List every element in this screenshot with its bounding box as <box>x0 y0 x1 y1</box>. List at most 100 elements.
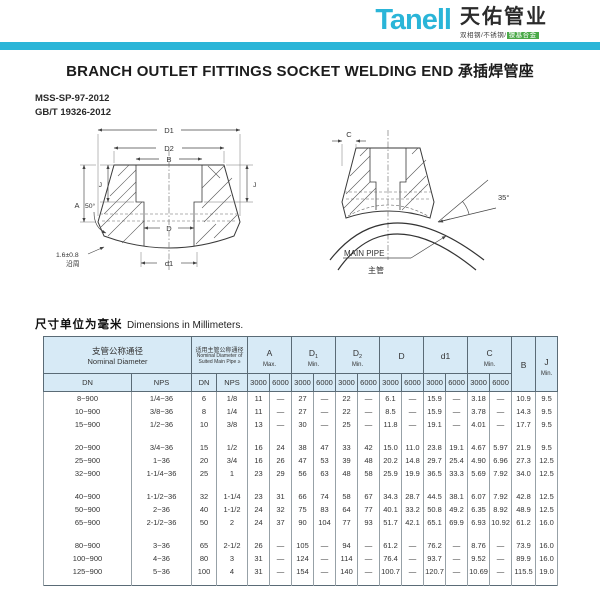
weld-gap-label: 1.6±0.8 <box>56 252 79 259</box>
cell: 73.9 <box>511 539 537 552</box>
cell: 58 <box>357 467 381 480</box>
cell: — <box>357 405 381 418</box>
cell: — <box>445 418 469 431</box>
table-row: 40~900 1-1/2~36 32 1-1/4 23 31 66 74 58 67 34.3 28.… <box>43 490 559 503</box>
cell: 25~900 <box>43 454 132 467</box>
cell: 104 <box>313 516 337 529</box>
cell: 40 <box>191 503 217 516</box>
cell: 6.1 <box>379 391 403 405</box>
installation-drawing: C 35° MAIN PIPE 主管 <box>329 130 509 275</box>
cell: — <box>401 405 425 418</box>
cell: 31 <box>268 490 293 503</box>
cell: 39 <box>335 454 359 467</box>
cell: 19.1 <box>423 418 447 431</box>
cell: 36.5 <box>423 467 447 480</box>
cell: 4.01 <box>467 418 491 431</box>
cell: 51.7 <box>379 516 403 529</box>
cell: 9.5 <box>535 441 559 454</box>
cell: 6.93 <box>467 516 491 529</box>
header-sub-row: DN NPS DN NPS 3000 6000 3000 6000 3000 6000 3000 60… <box>43 373 558 392</box>
cell: 120.7 <box>423 565 447 578</box>
cell: 11.8 <box>379 418 403 431</box>
cell: — <box>313 405 337 418</box>
cell: — <box>401 418 425 431</box>
dim-label-c: C <box>346 130 352 139</box>
column-header: A Max. <box>246 336 293 374</box>
weld-note-label: 沿周 <box>66 259 80 268</box>
cell: 28.7 <box>401 490 425 503</box>
cell: 67 <box>357 490 381 503</box>
cell: 1-1/2~36 <box>131 490 192 503</box>
column-subheader: DN <box>43 373 132 392</box>
column-subheader: 6000 <box>268 373 293 392</box>
cell: 5.69 <box>467 467 491 480</box>
dimensions-table: 支管公称通径 Nominal Diameter 适用主管公称通径 Nominal Di… <box>43 336 559 586</box>
cell: 8.92 <box>489 503 513 516</box>
cell: 80 <box>191 552 217 565</box>
unit-note-cn: 尺寸单位为毫米 <box>35 319 123 331</box>
cell: 32 <box>268 503 293 516</box>
cell: 47 <box>291 454 315 467</box>
cell: 3/4~36 <box>131 441 192 454</box>
table-row: 25~900 1~36 20 3/4 16 26 47 53 39 48 20.2 14.8 29.7 2… <box>43 454 559 467</box>
cell: 83 <box>313 503 337 516</box>
cell: 61.2 <box>511 516 537 529</box>
column-header: C Min. <box>467 336 513 374</box>
cell: — <box>445 405 469 418</box>
cell: 64 <box>335 503 359 516</box>
brand: Tanell 天佑管业 双相钢/不锈钢/镍基合金 <box>375 6 548 39</box>
cell: 2-1/2 <box>216 539 248 552</box>
cell: 75 <box>291 503 315 516</box>
cell: 20~900 <box>43 441 132 454</box>
column-subheader: NPS <box>131 373 192 392</box>
cell: 33.3 <box>445 467 469 480</box>
cell: 50 <box>191 516 217 529</box>
cell: 4~36 <box>131 552 192 565</box>
cell: — <box>268 391 293 405</box>
dim-label-b: B <box>166 155 171 164</box>
page-title: BRANCH OUTLET FITTINGS SOCKET WELDING EN… <box>66 63 534 80</box>
cell: — <box>268 552 293 565</box>
cell: 65 <box>191 539 217 552</box>
standard-gb: GB/T 19326-2012 <box>35 107 112 119</box>
cell: — <box>313 391 337 405</box>
cell: 1/8 <box>216 391 248 405</box>
cell: 9.5 <box>535 391 559 405</box>
table-row: 125~900 5~36 100 4 31—154—140—100.7—120.7—10… <box>43 565 559 578</box>
cell: 21.9 <box>511 441 537 454</box>
cell: 15~900 <box>43 418 132 431</box>
cell: — <box>313 418 337 431</box>
cell: 25.4 <box>445 454 469 467</box>
column-subheader: 3000 <box>247 373 270 392</box>
cell: 23.8 <box>423 441 447 454</box>
cell: 25.9 <box>379 467 403 480</box>
column-header: D <box>379 336 425 374</box>
cell: 49.2 <box>445 503 469 516</box>
cell: — <box>445 391 469 405</box>
cell: 12.5 <box>535 454 559 467</box>
cell: 14.8 <box>401 454 425 467</box>
cell: 48 <box>357 454 381 467</box>
spacer-row <box>43 529 559 539</box>
cell: 23 <box>247 490 270 503</box>
header-group-row: 支管公称通径 Nominal Diameter 适用主管公称通径 Nominal Di… <box>43 336 559 392</box>
cell: 27.3 <box>511 454 537 467</box>
cell: 15.9 <box>423 391 447 405</box>
table-wrap: 支管公称通径 Nominal Diameter 适用主管公称通径 Nominal Di… <box>43 336 559 586</box>
cell: 2~36 <box>131 503 192 516</box>
cell: 6.07 <box>467 490 491 503</box>
cell: 6.35 <box>467 503 491 516</box>
cell: — <box>357 539 381 552</box>
cell: 17.7 <box>511 418 537 431</box>
table-row: 8~900 1/4~36 6 1/8 11—27—22—6.1—15.9—3.18—10… <box>43 391 559 405</box>
cell: 1/2 <box>216 441 248 454</box>
cell: 61.2 <box>379 539 403 552</box>
cell: 20 <box>191 454 217 467</box>
cell: 16.0 <box>535 516 559 529</box>
cell: 32 <box>191 490 217 503</box>
brand-logo: Tanell <box>375 4 452 36</box>
hatch-right <box>195 165 238 245</box>
cell: 5.97 <box>489 441 513 454</box>
column-subheader: 6000 <box>445 373 469 392</box>
cell: 1/2~36 <box>131 418 192 431</box>
